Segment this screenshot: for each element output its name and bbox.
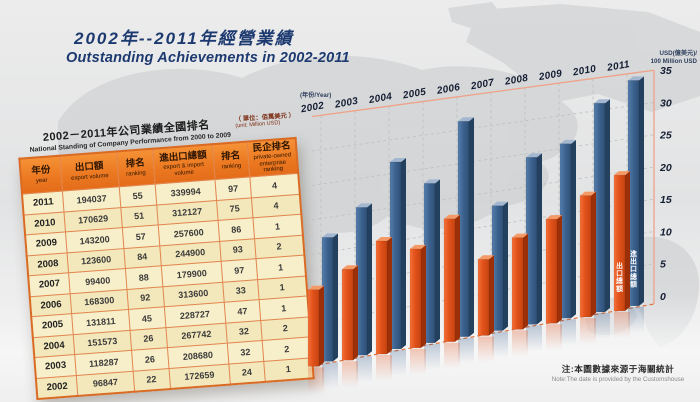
year-label: 2009 [537, 68, 563, 83]
y-axis-unit-line1: USD(億美元)/ [660, 49, 698, 57]
year-label: 2006 [435, 82, 461, 97]
series-label-char: 進 [630, 249, 637, 258]
bar-export-2005 [409, 248, 422, 349]
series-label-char: 口 [630, 265, 637, 273]
bar-export-2006 [443, 218, 456, 342]
bar-export-2004 [375, 240, 388, 355]
y-tick-label: 35 [660, 65, 672, 77]
series-label-char: 出 [616, 261, 623, 270]
series-label-char: 出 [630, 257, 637, 266]
page-title-en: Outstanding Achievements in 2002-2011 [66, 50, 350, 66]
page-title: 2002年--2011年經營業績 Outstanding Achievement… [66, 24, 350, 66]
bar-export-2010 [579, 195, 592, 318]
year-label: 2008 [503, 73, 529, 88]
bar-export-2007 [477, 259, 490, 336]
bar-export-2002 [307, 289, 320, 367]
series-label-char: 額 [630, 279, 637, 288]
footnote: 注:本圖數據來源于海關統計 Note:The date is provided … [536, 363, 700, 383]
year-label: 2011 [605, 59, 630, 74]
y-tick-label: 5 [660, 259, 666, 271]
year-label: 2003 [333, 96, 359, 111]
series-label-char: 口 [616, 270, 623, 278]
year-label: 2007 [469, 77, 495, 92]
series-label-char: 額 [616, 284, 623, 293]
chart-plot-area: 35 30 25 20 15 10 5 0 2002 2003 2004 2005 2006 2007 20… [299, 59, 672, 394]
series-label-char: 總 [630, 272, 637, 281]
year-label: 2004 [367, 91, 393, 106]
x-axis-caption: (年份/Year) [300, 91, 331, 99]
bar-export-2008 [511, 237, 524, 330]
footnote-zh: 注:本圖數據來源于海關統計 [561, 364, 675, 374]
year-label: 2002 [299, 100, 325, 115]
page-title-zh: 2002年--2011年經營業績 [74, 29, 294, 48]
year-label: 2005 [401, 87, 427, 102]
footnote-en: Note:The date is provided by the Customs… [551, 376, 685, 383]
y-tick-label: 25 [659, 130, 672, 142]
series-label-char: 總 [616, 276, 623, 285]
y-tick-label: 30 [660, 98, 672, 110]
bar-export-2011 [613, 174, 626, 312]
y-tick-label: 20 [659, 162, 672, 174]
y-tick-label: 0 [660, 291, 666, 303]
year-label: 2010 [571, 64, 597, 79]
bar-export-2009 [545, 218, 558, 324]
bar-export-2003 [341, 269, 354, 361]
y-tick-label: 10 [660, 227, 672, 239]
y-tick-label: 15 [660, 194, 672, 206]
y-axis-unit-line2: 100 Million USD [651, 58, 698, 65]
